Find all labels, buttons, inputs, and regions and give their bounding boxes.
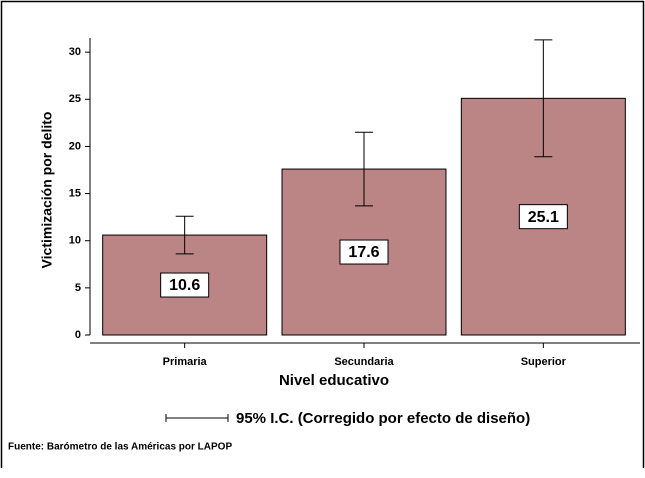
y-axis-label: Victimización por delito [39,112,55,269]
y-tick-label: 15 [69,187,81,199]
x-tick-label: Superior [521,356,567,368]
y-tick-label: 25 [69,93,81,105]
y-tick-label: 10 [69,235,81,247]
y-tick-label: 30 [69,46,81,58]
data-label: 17.6 [348,244,379,261]
data-label: 10.6 [169,277,200,294]
data-label-box [518,204,568,230]
y-tick-label: 0 [75,329,81,341]
data-label-box [339,239,389,265]
frame [0,0,645,468]
data-label-box [160,272,210,298]
x-tick-label: Secundaria [334,356,394,368]
source-note: Fuente: Barómetro de las Américas por LA… [8,442,232,453]
x-axis-label: Nivel educativo [279,372,389,389]
x-tick-label: Primaria [163,356,208,368]
legend-label: 95% I.C. (Corregido por efecto de diseño… [236,410,530,427]
legend: 95% I.C. (Corregido por efecto de diseño… [165,410,530,427]
y-tick-label: 20 [69,140,81,152]
data-label: 25.1 [528,209,559,226]
y-tick-label: 5 [75,282,81,294]
